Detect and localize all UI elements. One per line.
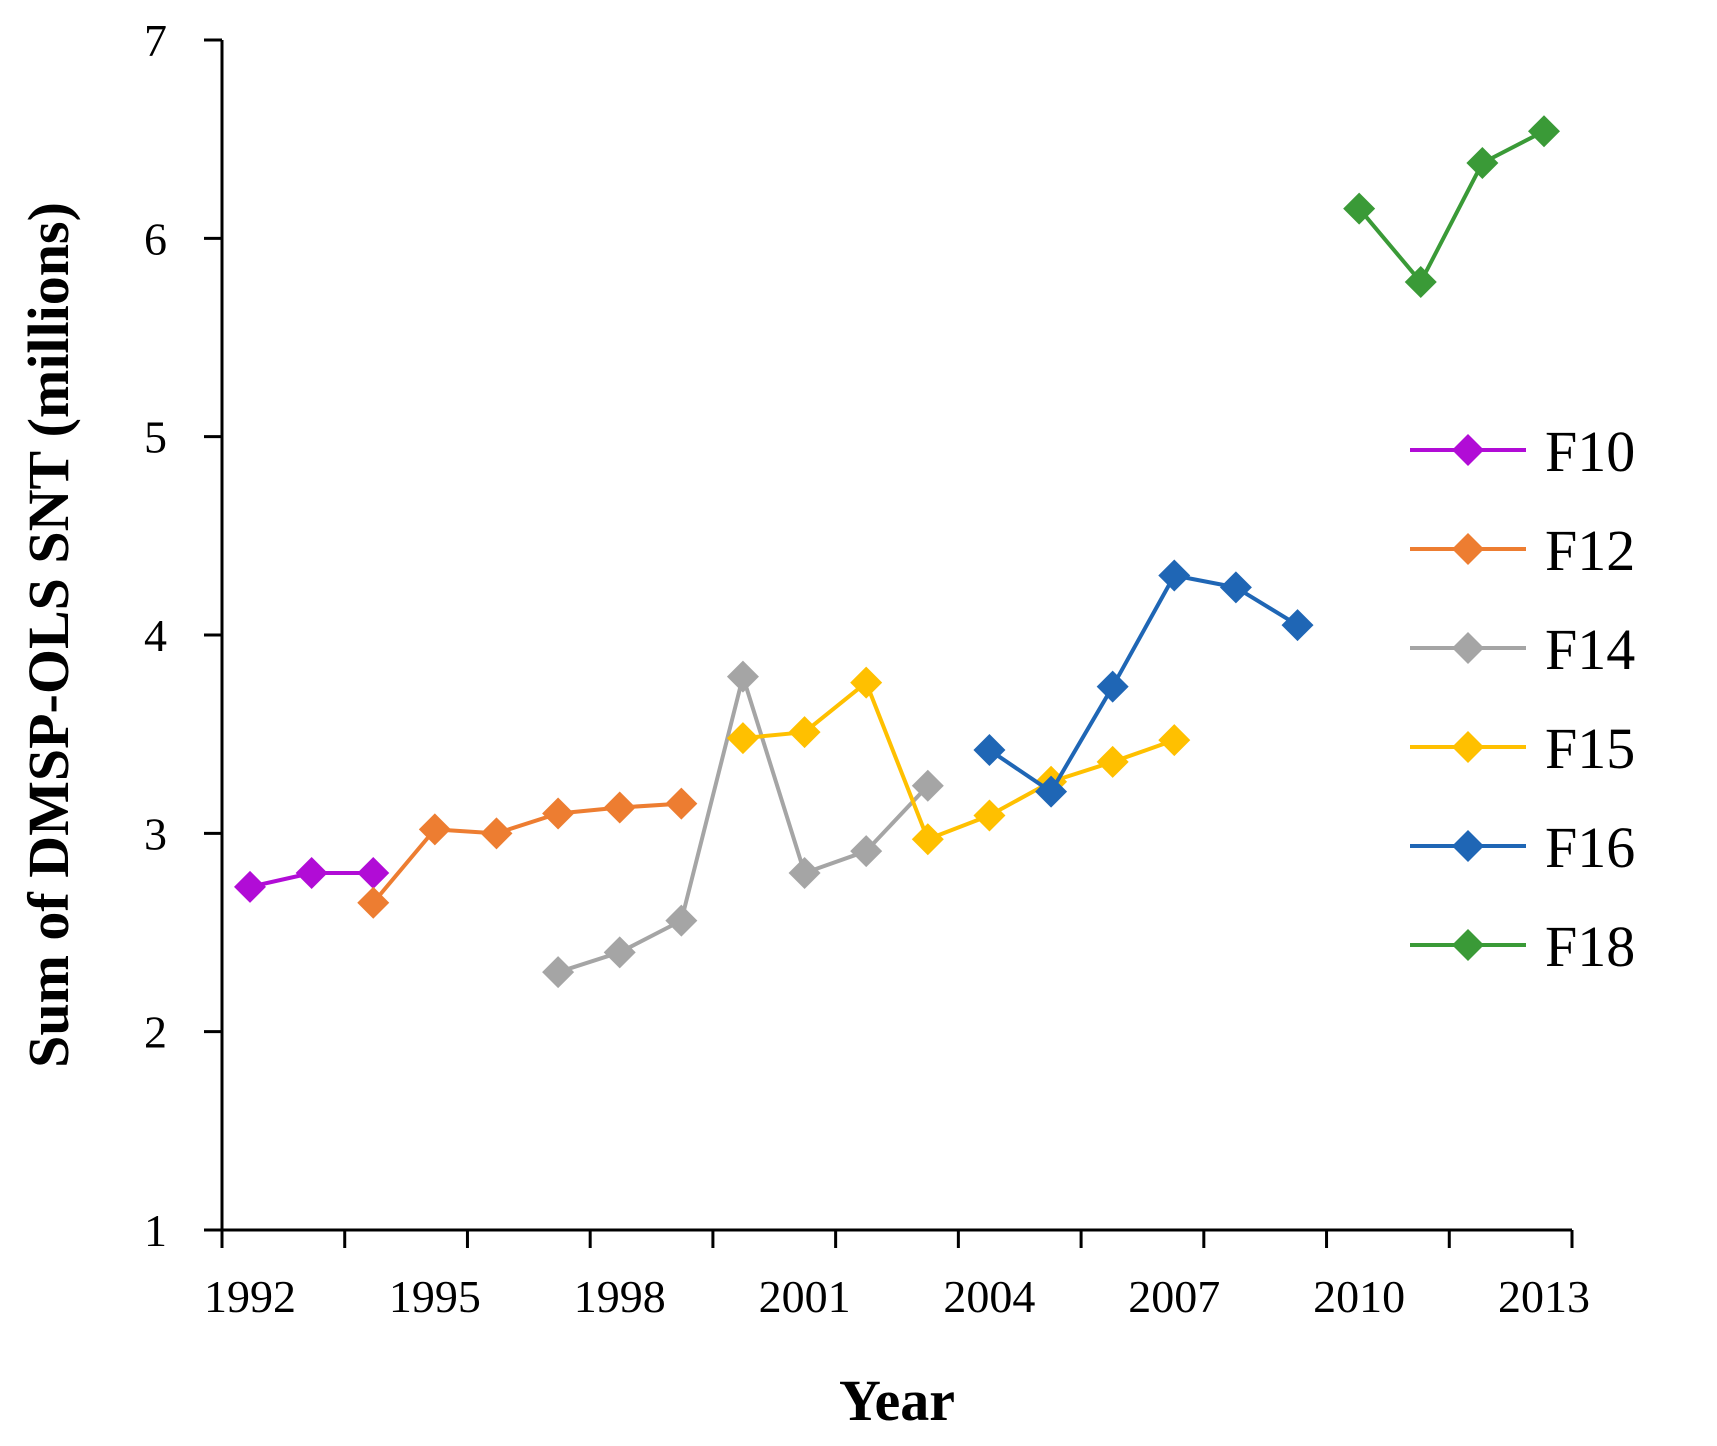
data-point-f18 [1466, 146, 1499, 179]
data-point-f16 [1035, 775, 1068, 808]
data-point-f12 [480, 817, 513, 850]
data-point-f10 [234, 870, 266, 903]
data-point-f14 [665, 904, 698, 937]
x-axis-title: Year [839, 1368, 955, 1433]
data-point-f15 [973, 799, 1006, 832]
series-layer [234, 115, 1560, 989]
legend-label-f16: F16 [1545, 815, 1635, 880]
x-tick-label: 2004 [943, 1271, 1035, 1322]
x-ticks: 1992 1995 1998 2001 2004 2007 2010 2013 [204, 1230, 1590, 1322]
data-point-f12 [603, 791, 636, 824]
axes: 1 2 3 4 5 6 7 1992 1995 1998 2001 2004 2007 2010 2013 [144, 15, 1590, 1322]
data-point-f15 [1096, 745, 1129, 778]
series-line-f12 [371, 801, 682, 905]
series-f14 [542, 660, 944, 989]
data-point-f15 [850, 666, 883, 699]
data-point-f12 [418, 813, 451, 846]
data-point-f10 [295, 857, 328, 889]
legend-item-f12: F12 [1410, 518, 1635, 583]
x-tick-label: 1995 [389, 1271, 481, 1322]
data-point-f16 [1219, 571, 1252, 604]
data-point-f15 [1158, 724, 1191, 757]
legend-item-f16: F16 [1410, 815, 1635, 880]
data-point-f10 [357, 857, 390, 889]
data-point-f12 [357, 886, 390, 919]
legend-item-f15: F15 [1410, 716, 1635, 781]
data-point-f16 [1281, 609, 1314, 642]
data-point-f16 [973, 734, 1006, 767]
y-tick-label: 5 [144, 412, 167, 463]
legend-label-f14: F14 [1545, 617, 1635, 682]
legend-label-f15: F15 [1545, 716, 1635, 781]
data-point-f12 [665, 787, 698, 820]
legend-marker-f15 [1452, 731, 1484, 763]
legend-label-f12: F12 [1545, 518, 1635, 583]
y-tick-label: 2 [144, 1007, 167, 1058]
x-tick-label: 1992 [204, 1271, 296, 1322]
series-line-f16 [988, 573, 1299, 794]
y-tick-label: 1 [144, 1205, 167, 1256]
y-ticks: 1 2 3 4 5 6 7 [144, 15, 222, 1256]
data-point-f16 [1096, 670, 1129, 703]
data-point-f18 [1528, 115, 1560, 148]
x-tick-label: 1998 [574, 1271, 666, 1322]
legend-label-f10: F10 [1545, 419, 1635, 484]
data-point-f15 [911, 823, 944, 856]
legend-marker-f10 [1452, 434, 1484, 466]
data-point-f12 [542, 797, 575, 830]
series-f16 [973, 559, 1314, 808]
x-tick-label: 2001 [759, 1271, 851, 1322]
data-point-f14 [542, 956, 575, 989]
series-f18 [1343, 115, 1560, 298]
data-point-f15 [726, 722, 759, 755]
series-line-f14 [557, 674, 930, 975]
y-tick-label: 4 [144, 610, 167, 661]
legend-item-f10: F10 [1410, 419, 1635, 484]
legend-marker-f12 [1452, 533, 1484, 565]
y-axis-title: Sum of DMSP-OLS SNT (millions) [16, 202, 81, 1068]
y-tick-label: 6 [144, 213, 167, 264]
series-f15 [726, 666, 1191, 856]
data-point-f18 [1404, 265, 1437, 298]
data-point-f14 [603, 936, 636, 969]
x-tick-label: 2013 [1498, 1271, 1590, 1322]
legend-item-f14: F14 [1410, 617, 1635, 682]
data-point-f14 [911, 769, 944, 802]
legend: F10 F12 F14 F15 F16 F18 [1410, 419, 1635, 979]
legend-marker-f16 [1452, 830, 1484, 862]
data-point-f14 [788, 857, 821, 889]
legend-item-f18: F18 [1410, 914, 1635, 979]
data-point-f16 [1158, 559, 1191, 592]
legend-label-f18: F18 [1545, 914, 1635, 979]
x-tick-label: 2010 [1313, 1271, 1405, 1322]
series-f10 [234, 857, 390, 903]
y-tick-label: 3 [144, 808, 167, 859]
y-tick-label: 7 [144, 15, 167, 66]
data-point-f18 [1343, 192, 1376, 225]
legend-marker-f18 [1452, 929, 1484, 961]
data-point-f15 [788, 716, 821, 749]
series-line-f18 [1357, 129, 1545, 284]
legend-marker-f14 [1452, 632, 1484, 664]
data-point-f14 [850, 835, 883, 868]
data-point-f14 [726, 660, 759, 693]
x-tick-label: 2007 [1128, 1271, 1220, 1322]
series-f12 [357, 787, 698, 919]
